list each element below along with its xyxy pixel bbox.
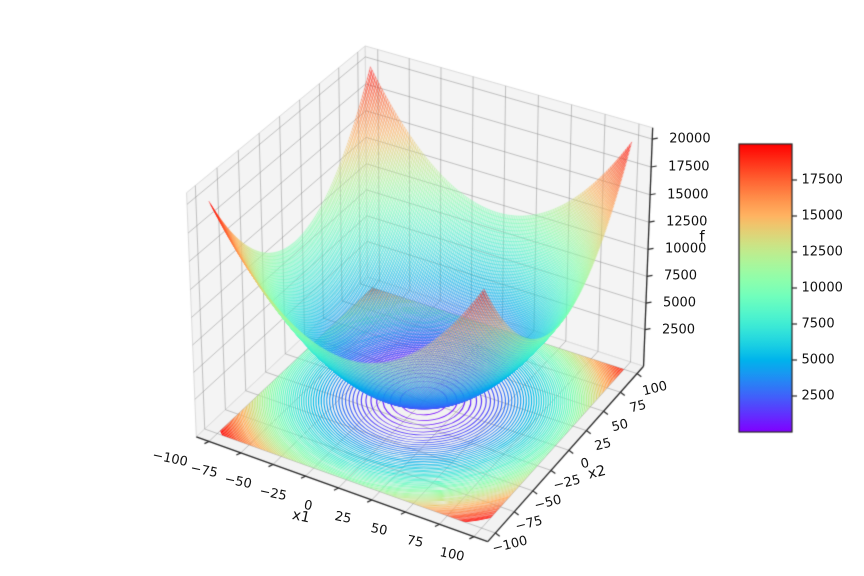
- x2-tick-label: 75: [627, 397, 648, 417]
- f-tick-label: 10000: [665, 241, 707, 257]
- x1-tick-label: −50: [223, 472, 254, 493]
- x1-tick-label: 25: [333, 508, 354, 527]
- x1-tick-label: 50: [369, 520, 389, 540]
- f-tick-label: 20000: [669, 131, 711, 147]
- colorbar-tick-label: 17500: [801, 172, 843, 188]
- colorbar-tick-label: 2500: [801, 388, 835, 404]
- colorbar-tick-label: 7500: [801, 316, 835, 332]
- x1-tick-label: −100: [150, 448, 189, 471]
- x1-axis-label: x1: [290, 507, 312, 527]
- x2-tick-label: 25: [592, 435, 613, 454]
- f-axis-label: f: [699, 227, 705, 246]
- x1-tick-label: 75: [405, 533, 425, 552]
- colorbar-tick-label: 12500: [801, 244, 843, 260]
- x2-tick-label: 100: [640, 378, 669, 400]
- x2-tick-label: −50: [532, 492, 564, 514]
- f-tick-label: 12500: [666, 214, 708, 230]
- x2-tick-label: −25: [551, 472, 582, 494]
- x1-tick-label: −25: [257, 483, 288, 505]
- x1-tick-label: −75: [188, 460, 219, 482]
- f-tick-label: 17500: [668, 159, 710, 175]
- f-tick-label: 15000: [667, 187, 709, 203]
- colorbar-tick-label: 5000: [801, 352, 835, 368]
- f-tick-label: 2500: [661, 322, 696, 338]
- colorbar-tick-label: 15000: [801, 208, 843, 224]
- f-tick-label: 5000: [662, 295, 697, 311]
- x2-tick-label: −100: [490, 532, 530, 557]
- colorbar-tick-label: 10000: [801, 280, 843, 296]
- x2-tick-label: −75: [514, 513, 545, 535]
- x2-tick-label: 50: [610, 416, 631, 436]
- f-tick-label: 7500: [663, 268, 698, 284]
- x1-tick-label: 100: [438, 544, 466, 565]
